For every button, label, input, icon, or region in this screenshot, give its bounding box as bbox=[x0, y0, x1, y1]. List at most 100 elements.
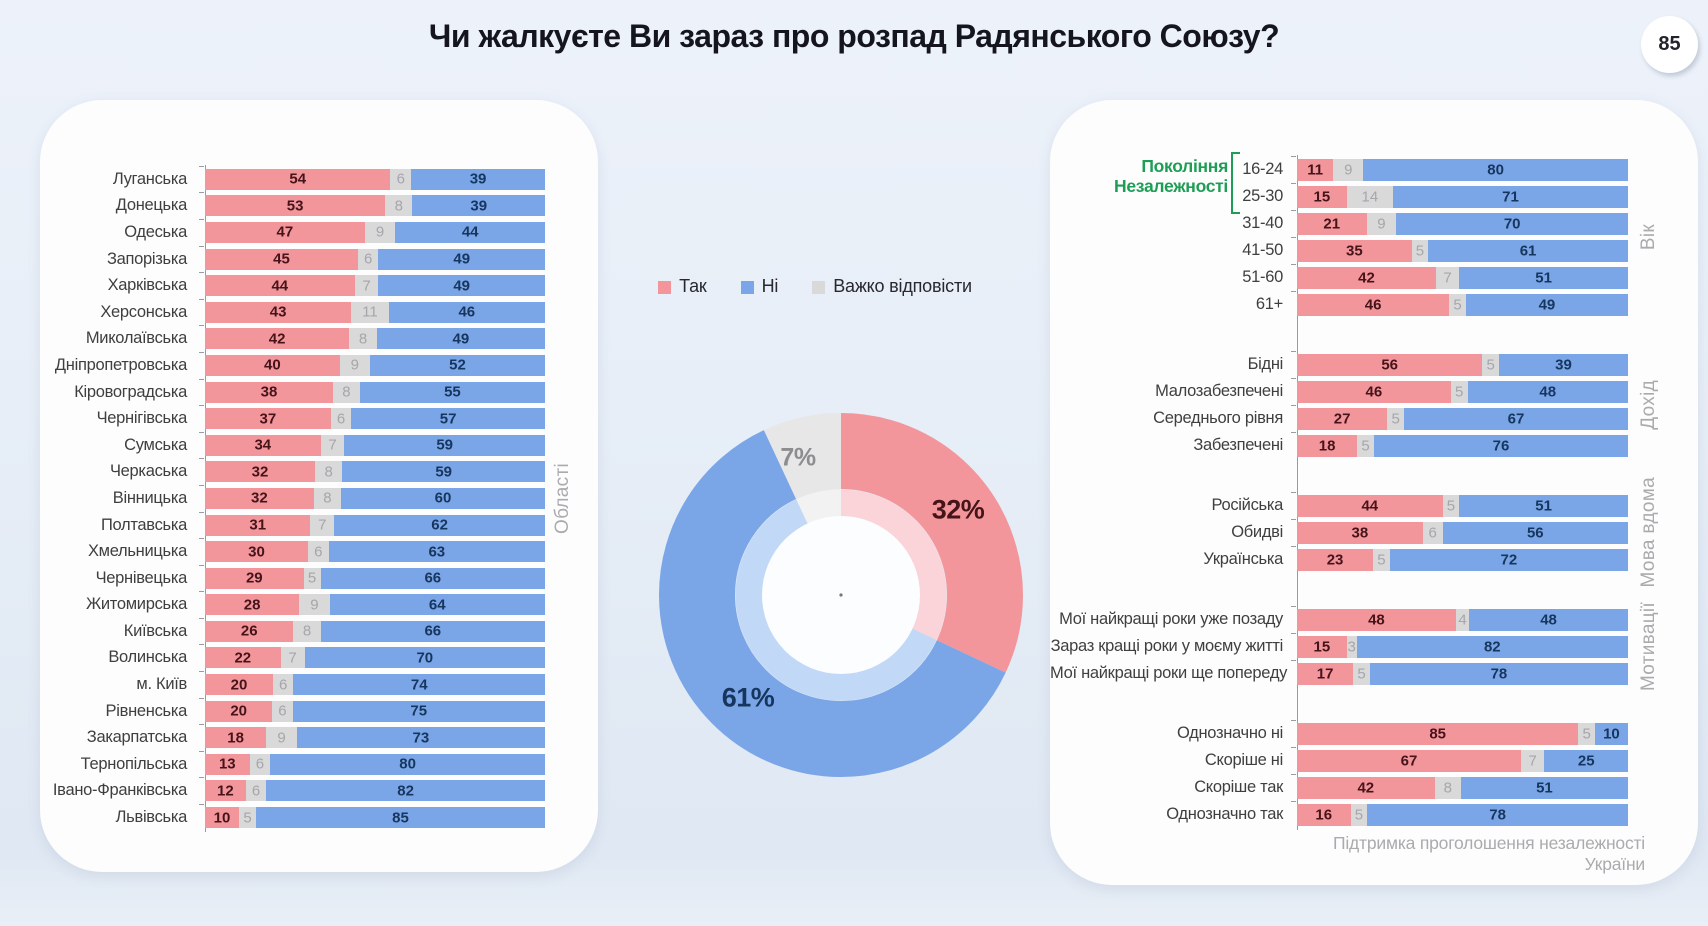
category-label: Закарпатська bbox=[86, 728, 188, 747]
no-segment: 57 bbox=[351, 408, 545, 430]
no-value: 51 bbox=[1536, 779, 1553, 796]
yes-value: 47 bbox=[276, 223, 294, 241]
yes-segment: 38 bbox=[1297, 521, 1423, 544]
bar-row: Скоріше так 42 8 51 bbox=[1050, 773, 1628, 801]
dk-value: 7 bbox=[318, 516, 327, 534]
dk-segment: 8 bbox=[332, 381, 360, 403]
dk-value: 5 bbox=[1354, 806, 1364, 823]
no-value: 72 bbox=[1500, 551, 1518, 568]
yes-segment: 13 bbox=[205, 753, 250, 775]
yes-value: 44 bbox=[271, 277, 289, 295]
yes-segment: 44 bbox=[205, 275, 355, 297]
yes-segment: 67 bbox=[1297, 749, 1522, 772]
dk-segment: 7 bbox=[354, 275, 379, 297]
stacked-bar: 31 7 62 bbox=[199, 511, 545, 536]
dk-segment: 5 bbox=[1387, 407, 1404, 430]
dk-value: 6 bbox=[278, 702, 287, 720]
donut-label-Так: 32% bbox=[931, 494, 985, 525]
dk-value: 5 bbox=[1361, 437, 1370, 454]
no-segment: 72 bbox=[1389, 548, 1628, 571]
bar-row: Полтавська 31 7 62 bbox=[40, 511, 545, 539]
no-segment: 63 bbox=[328, 541, 545, 563]
no-segment: 10 bbox=[1594, 722, 1628, 745]
no-segment: 48 bbox=[1469, 608, 1628, 631]
no-value: 51 bbox=[1535, 269, 1552, 286]
dk-segment: 8 bbox=[349, 328, 377, 350]
oblast-rows: Луганська 54 6 39 Донецька 53 8 39 Одеська 47 9 44 З… bbox=[40, 165, 546, 831]
no-segment: 49 bbox=[1465, 293, 1628, 316]
group-axis-label-wrap: Дохід bbox=[1636, 351, 1662, 459]
bar-row: Рівненська 20 6 75 bbox=[40, 697, 545, 725]
yes-value: 27 bbox=[1333, 410, 1351, 427]
no-segment: 76 bbox=[1373, 434, 1628, 457]
stacked-bar: 35 5 61 bbox=[1291, 236, 1628, 262]
stacked-bar: 38 8 55 bbox=[199, 378, 546, 403]
stacked-bar: 23 5 72 bbox=[1291, 545, 1628, 571]
dk-value: 5 bbox=[1357, 665, 1366, 682]
legend-swatch bbox=[740, 280, 754, 294]
no-segment: 51 bbox=[1459, 266, 1628, 289]
no-segment: 39 bbox=[411, 168, 545, 190]
group-axis-label: Дохід bbox=[1638, 380, 1659, 430]
dk-segment: 6 bbox=[272, 700, 293, 722]
category-label: Обидві bbox=[1231, 523, 1283, 541]
yes-value: 17 bbox=[1316, 665, 1334, 682]
yes-value: 13 bbox=[218, 755, 236, 773]
yes-value: 44 bbox=[1361, 497, 1379, 514]
donut-slice-Важко відповісти bbox=[735, 489, 947, 701]
no-value: 78 bbox=[1489, 806, 1506, 823]
no-segment: 75 bbox=[292, 700, 545, 722]
stacked-bar: 27 5 67 bbox=[1291, 404, 1628, 430]
yes-segment: 28 bbox=[205, 594, 300, 616]
category-label: Середнього рівня bbox=[1153, 409, 1283, 427]
category-label: Херсонська bbox=[100, 302, 187, 321]
dk-segment: 5 bbox=[1482, 353, 1499, 376]
dk-segment: 5 bbox=[1578, 722, 1595, 745]
stacked-bar: 32 8 59 bbox=[199, 458, 545, 483]
yes-value: 28 bbox=[243, 596, 261, 614]
dk-segment: 9 bbox=[266, 727, 297, 749]
no-segment: 80 bbox=[1363, 158, 1628, 181]
no-segment: 51 bbox=[1460, 776, 1628, 799]
yes-segment: 56 bbox=[1297, 353, 1483, 376]
yes-segment: 46 bbox=[1297, 293, 1450, 316]
dk-value: 8 bbox=[394, 197, 403, 215]
category-label: Волинська bbox=[108, 648, 187, 667]
no-value: 59 bbox=[435, 463, 453, 481]
yes-segment: 40 bbox=[205, 354, 340, 376]
legend-label: Так bbox=[679, 276, 707, 296]
dk-segment: 5 bbox=[1442, 494, 1460, 517]
category-label: Запорізька bbox=[106, 249, 187, 268]
page-title: Чи жалкуєте Ви зараз про розпад Радянськ… bbox=[428, 18, 1280, 54]
category-label: Київська bbox=[123, 621, 188, 640]
dk-value: 9 bbox=[350, 356, 359, 374]
yes-value: 42 bbox=[1357, 779, 1375, 796]
yes-value: 40 bbox=[263, 356, 281, 374]
dk-value: 7 bbox=[328, 436, 337, 454]
category-label: Луганська bbox=[112, 169, 187, 188]
no-value: 85 bbox=[392, 809, 409, 827]
stacked-bar: 20 6 74 bbox=[199, 671, 545, 696]
bar-row: Дніпропетровська 40 9 52 bbox=[40, 351, 545, 379]
yes-value: 38 bbox=[260, 383, 278, 401]
stacked-bar: 16 5 78 bbox=[1291, 800, 1628, 826]
yes-segment: 22 bbox=[205, 647, 281, 669]
dk-value: 6 bbox=[364, 250, 373, 268]
dk-value: 8 bbox=[302, 622, 312, 640]
stacked-bar: 12 6 82 bbox=[199, 777, 545, 802]
category-label: Кіровоградська bbox=[74, 382, 187, 401]
yes-value: 22 bbox=[234, 649, 252, 667]
dk-value: 6 bbox=[251, 782, 261, 800]
dk-value: 3 bbox=[1347, 638, 1356, 655]
legend-label: Ні bbox=[761, 276, 779, 296]
no-value: 74 bbox=[410, 676, 428, 694]
yes-value: 35 bbox=[1346, 242, 1363, 259]
stacked-bar: 42 8 49 bbox=[199, 325, 545, 350]
category-label: 41-50 bbox=[1242, 241, 1283, 259]
no-segment: 85 bbox=[256, 807, 545, 829]
stacked-bar: 56 5 39 bbox=[1291, 350, 1628, 376]
category-label: Рівненська bbox=[105, 701, 188, 720]
dk-value: 5 bbox=[243, 809, 252, 827]
yes-segment: 32 bbox=[205, 461, 315, 483]
yes-segment: 15 bbox=[1297, 635, 1347, 658]
